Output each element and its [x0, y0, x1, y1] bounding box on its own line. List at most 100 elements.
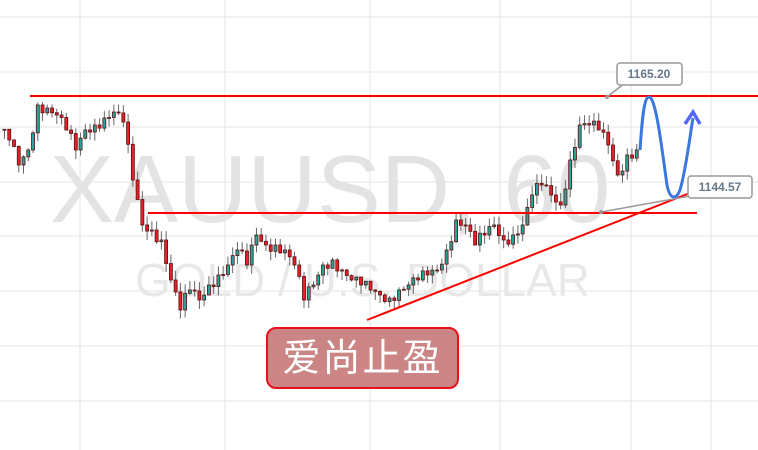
candle: [382, 294, 387, 302]
candle: [297, 264, 302, 277]
candle: [501, 235, 506, 241]
candle: [492, 224, 497, 227]
candle: [344, 269, 349, 276]
candle: [54, 112, 59, 116]
candle: [535, 182, 539, 196]
candle: [587, 123, 592, 126]
candle: [283, 249, 287, 254]
candle: [420, 270, 425, 281]
candle: [615, 160, 620, 176]
candle: [577, 124, 582, 148]
candle: [554, 194, 558, 203]
candle: [378, 290, 382, 296]
candle: [235, 249, 240, 256]
resistance-price-label[interactable]: 1165.20: [605, 62, 683, 99]
candle: [544, 184, 549, 187]
candle: [245, 250, 249, 266]
candle: [178, 291, 183, 311]
candle: [240, 249, 245, 252]
candle: [620, 170, 625, 176]
candle: [435, 269, 439, 272]
candle: [458, 219, 463, 226]
candle: [211, 284, 216, 288]
candle: [183, 292, 188, 311]
candle: [340, 269, 344, 272]
candle: [321, 264, 325, 276]
candle: [359, 276, 363, 286]
candle: [73, 133, 78, 151]
candle: [606, 131, 611, 146]
candle: [477, 232, 482, 246]
candle: [35, 104, 40, 134]
candle: [149, 229, 154, 232]
candle: [278, 244, 283, 254]
candle: [154, 229, 159, 243]
candle: [306, 286, 311, 301]
candle: [316, 274, 321, 286]
candle: [349, 275, 354, 281]
candle: [406, 284, 411, 290]
candle: [88, 129, 92, 133]
candle: [173, 279, 178, 293]
candle: [411, 277, 416, 286]
candle: [97, 124, 102, 129]
brand-stamp: 爱尚止盈: [266, 327, 459, 389]
candle: [50, 107, 54, 114]
candle: [401, 288, 406, 291]
candle: [145, 224, 150, 232]
candle: [354, 276, 359, 281]
candle: [168, 263, 173, 281]
candle: [121, 112, 126, 123]
candle: [582, 123, 587, 126]
candle: [116, 111, 121, 114]
candle: [107, 117, 111, 119]
candle: [601, 129, 606, 133]
candle: [59, 114, 64, 118]
candles: [2, 102, 639, 319]
candle: [487, 226, 492, 236]
candle: [202, 294, 207, 301]
candle: [192, 289, 197, 292]
candle: [463, 224, 468, 227]
candle: [226, 264, 230, 275]
candle: [140, 199, 145, 226]
candle: [325, 264, 330, 269]
candle: [496, 224, 501, 237]
candle: [216, 274, 221, 288]
support-price-label[interactable]: 1144.57: [599, 175, 753, 214]
candle: [254, 234, 259, 246]
candle: [335, 259, 340, 272]
candle: [573, 146, 577, 161]
candle: [530, 194, 535, 208]
candle: [40, 104, 45, 114]
candle: [292, 256, 297, 266]
candle: [21, 156, 26, 166]
candle: [249, 244, 254, 266]
candle: [430, 269, 435, 276]
candle: [439, 263, 444, 271]
candle: [78, 137, 83, 151]
candle: [287, 249, 292, 258]
candle: [392, 297, 397, 301]
candle: [630, 154, 634, 159]
candle: [516, 233, 520, 236]
candle: [368, 280, 373, 291]
candle: [135, 179, 140, 200]
candle: [592, 120, 596, 126]
candle: [45, 107, 50, 114]
arrow-up-icon: [683, 108, 702, 125]
candle: [2, 128, 7, 131]
projection-curve[interactable]: [638, 95, 695, 199]
candle: [259, 234, 264, 242]
candle: [625, 154, 630, 172]
candle: [473, 230, 478, 246]
candle: [482, 232, 487, 236]
candle: [520, 224, 525, 235]
candle: [273, 244, 278, 252]
candle: [302, 276, 306, 301]
candle: [207, 284, 211, 296]
candle: [330, 259, 335, 269]
candle: [558, 201, 563, 206]
trend-line[interactable]: [366, 177, 729, 321]
